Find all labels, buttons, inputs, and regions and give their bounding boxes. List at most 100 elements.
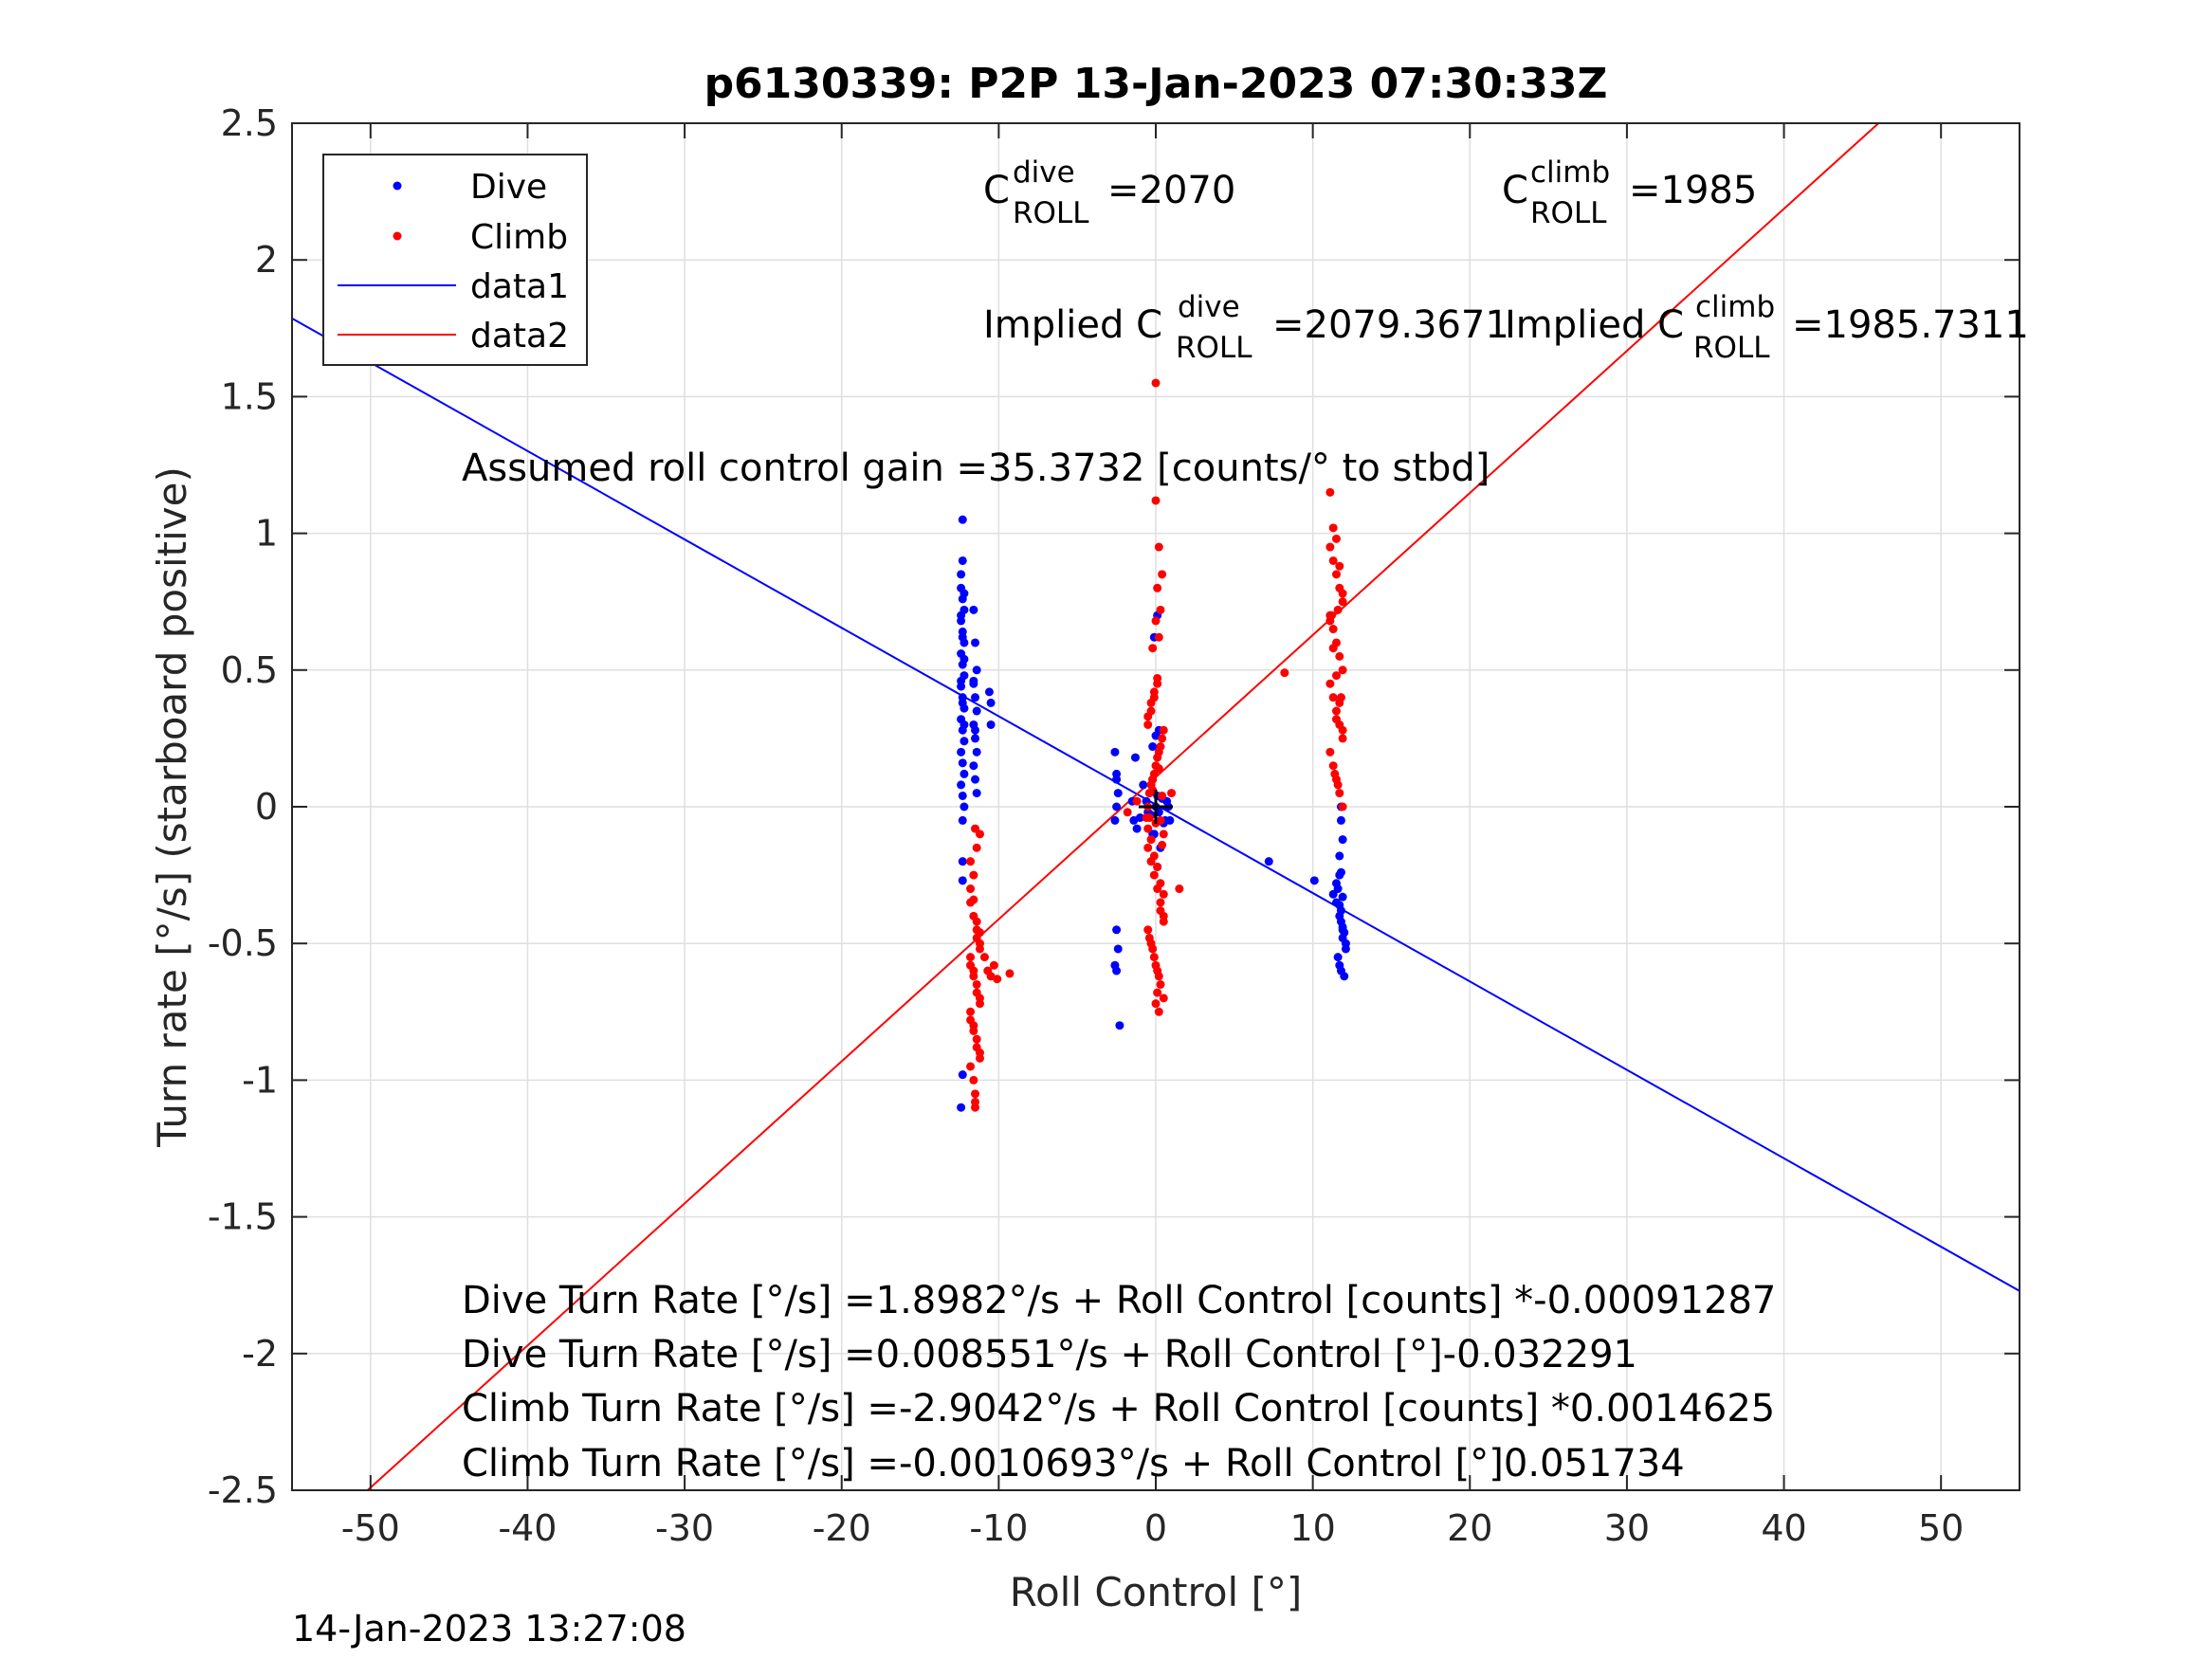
climb-point xyxy=(1338,665,1347,675)
implied-c-dive-sub: ROLL xyxy=(1176,331,1252,365)
dive-point xyxy=(971,734,980,743)
climb-point xyxy=(1333,605,1343,614)
axis-ticks xyxy=(292,122,2020,1491)
climb-point xyxy=(1153,753,1162,762)
dive-point xyxy=(958,1070,967,1080)
x-tick-label: 30 xyxy=(1604,1507,1650,1549)
climb-point xyxy=(989,960,998,970)
climb-point xyxy=(1338,802,1347,811)
c-dive-base: C xyxy=(983,169,1010,212)
implied-c-climb-sup: climb xyxy=(1695,290,1775,324)
climb-point xyxy=(1146,698,1156,707)
climb-point xyxy=(1156,605,1165,614)
climb-point xyxy=(1143,843,1153,852)
climb-point xyxy=(966,1015,976,1025)
dive-point xyxy=(969,605,978,614)
dive-point xyxy=(1336,906,1345,916)
dive-point xyxy=(957,611,966,620)
dive-point xyxy=(957,570,966,579)
climb-point xyxy=(971,1089,980,1099)
climb-point xyxy=(1328,761,1338,771)
climb-points xyxy=(966,378,1347,1112)
climb-point xyxy=(1325,679,1335,688)
dive-point xyxy=(1338,835,1347,845)
dive-point xyxy=(958,876,967,885)
x-tick-label: 40 xyxy=(1761,1507,1806,1549)
dive-point xyxy=(957,747,966,757)
climb-point xyxy=(1159,994,1168,1003)
climb-point xyxy=(1132,796,1142,806)
dive-point xyxy=(1135,813,1144,823)
dive-point xyxy=(1148,742,1158,752)
c-dive-sup: dive xyxy=(1013,155,1075,190)
climb-point xyxy=(1153,988,1162,997)
x-tick-label: 50 xyxy=(1918,1507,1964,1549)
climb-point xyxy=(1149,870,1159,880)
dive-point xyxy=(969,676,978,685)
climb-point xyxy=(1325,747,1335,757)
x-tick-label: -40 xyxy=(498,1507,557,1549)
climb-point xyxy=(1151,960,1161,970)
equation-climb-counts: Climb Turn Rate [°/s] =-2.9042°/s + Roll… xyxy=(462,1387,1775,1431)
climb-point xyxy=(1335,651,1344,661)
climb-point xyxy=(1328,523,1338,533)
climb-point xyxy=(1330,769,1340,778)
climb-point xyxy=(1151,999,1161,1009)
climb-point xyxy=(1143,925,1153,935)
dive-point xyxy=(972,665,981,675)
dive-point xyxy=(1112,769,1122,778)
dive-point xyxy=(986,698,996,707)
y-tick-label: 0.5 xyxy=(221,649,278,691)
timestamp: 14-Jan-2023 13:27:08 xyxy=(292,1608,686,1650)
climb-point xyxy=(1158,791,1167,800)
climb-point xyxy=(1156,879,1165,888)
dive-point xyxy=(984,687,994,697)
climb-point xyxy=(1328,693,1338,702)
legend-dive-marker xyxy=(393,181,402,191)
climb-point xyxy=(966,1007,976,1016)
dive-point xyxy=(1115,1021,1124,1030)
climb-point xyxy=(1328,625,1338,634)
climb-point xyxy=(1159,725,1168,735)
x-tick-labels: -50 -40 -30 -20 -10 0 10 20 30 40 50 xyxy=(341,1507,1965,1549)
climb-point xyxy=(1327,611,1337,620)
implied-c-climb-prefix: Implied C xyxy=(1505,303,1684,347)
climb-point xyxy=(972,1034,981,1044)
climb-point xyxy=(1338,734,1347,743)
c-climb-base: C xyxy=(1502,169,1528,212)
climb-point xyxy=(972,988,981,997)
data2-fit-line xyxy=(367,122,1879,1491)
climb-point xyxy=(1338,725,1347,735)
dive-point xyxy=(971,725,980,735)
dive-point xyxy=(1112,802,1122,811)
dive-point xyxy=(972,747,981,757)
climb-point xyxy=(1151,496,1161,505)
dive-point xyxy=(1335,960,1344,970)
climb-point xyxy=(969,972,978,981)
x-tick-label: -30 xyxy=(655,1507,714,1549)
climb-point xyxy=(1167,789,1177,798)
dive-point xyxy=(972,789,981,798)
equation-climb-degrees: Climb Turn Rate [°/s] =-0.0010693°/s + R… xyxy=(462,1442,1685,1486)
dive-point xyxy=(1112,925,1122,935)
c-climb-sub: ROLL xyxy=(1530,196,1607,230)
y-tick-label: -2 xyxy=(242,1333,278,1375)
x-tick-label: -50 xyxy=(341,1507,400,1549)
dive-points xyxy=(957,515,1350,1112)
climb-point xyxy=(1331,706,1341,716)
y-tick-label: -0.5 xyxy=(208,922,278,964)
climb-point xyxy=(1325,487,1335,497)
legend-data1-label: data1 xyxy=(470,267,569,306)
climb-point xyxy=(1338,589,1347,598)
legend: Dive Climb data1 data2 xyxy=(322,154,588,366)
x-tick-label: 10 xyxy=(1289,1507,1335,1549)
climb-point xyxy=(1280,668,1289,678)
dive-point xyxy=(1336,815,1345,825)
dive-point xyxy=(1139,780,1148,790)
dive-point xyxy=(1333,953,1343,962)
climb-point xyxy=(1156,906,1165,916)
climb-point xyxy=(971,824,980,833)
legend-data2-label: data2 xyxy=(470,317,569,356)
climb-point xyxy=(1154,764,1163,774)
